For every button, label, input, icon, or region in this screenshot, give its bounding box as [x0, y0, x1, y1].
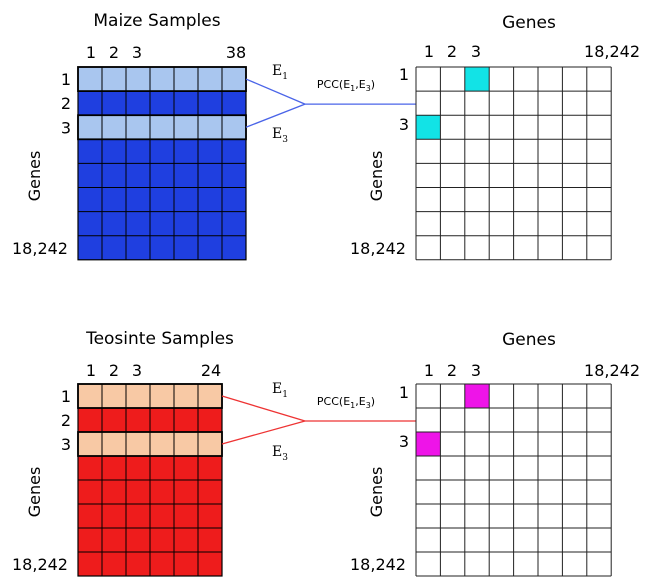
connector-line	[221, 395, 306, 422]
connector-line	[245, 103, 306, 128]
maize-matrix-row-6	[78, 187, 246, 212]
gene-row-end-label: 18,242	[12, 239, 68, 258]
grid-row-label: 1	[399, 383, 409, 402]
matrix-row-axis-label: Genes	[25, 151, 44, 202]
connector-line	[221, 420, 306, 445]
grid-col-label: 1	[424, 361, 434, 380]
maize-matrix-title: Maize Samples	[93, 11, 220, 31]
maize-matrix-row-5	[78, 163, 246, 188]
maize-matrix-row-2	[78, 91, 246, 116]
grid-row-label: 3	[399, 115, 409, 134]
gene-row-label: 2	[61, 411, 71, 430]
vector-label-e3: E3	[272, 444, 288, 463]
grid-col-label: 1	[424, 42, 434, 61]
sample-col-label: 2	[109, 361, 119, 380]
gene-row-label: 3	[61, 435, 71, 454]
sample-col-label: 24	[201, 361, 221, 380]
grid-row-end-label: 18,242	[350, 239, 406, 258]
maize-correlation-matrix	[415, 66, 612, 261]
teosinte-grid-title: Genes	[502, 330, 556, 350]
grid-row-label: 1	[399, 65, 409, 84]
teosinte-matrix-title: Teosinte Samples	[85, 329, 234, 349]
maize-matrix-row-8	[78, 235, 246, 260]
teosinte-expression-matrix	[77, 383, 223, 577]
vector-label-e3: E3	[272, 126, 288, 145]
gene-row-label: 3	[61, 118, 71, 137]
gene-row-end-label: 18,242	[12, 555, 68, 574]
highlighted-cell-e3-e1	[416, 432, 441, 456]
sample-col-label: 1	[86, 43, 96, 62]
grid-col-label: 3	[471, 361, 481, 380]
grid-col-label: 2	[447, 361, 457, 380]
maize-matrix-row-1	[78, 67, 246, 92]
sample-col-label: 1	[86, 361, 96, 380]
maize-expression-matrix	[77, 66, 247, 261]
highlighted-cell-e1-e3	[464, 67, 490, 92]
vector-label-e1: E1	[272, 381, 288, 400]
pcc-label: PCC(E1,E3)	[317, 395, 375, 410]
matrix-row-axis-label: Genes	[25, 467, 44, 518]
gene-row-label: 1	[61, 70, 71, 89]
gene-row-label: 2	[61, 94, 71, 113]
grid-col-label: 3	[471, 42, 481, 61]
maize-matrix-row-4	[78, 139, 246, 164]
sample-col-label: 38	[226, 43, 246, 62]
vector-label-e1: E1	[272, 63, 288, 82]
teosinte-correlation-matrix	[415, 383, 612, 577]
sample-col-label: 2	[109, 43, 119, 62]
grid-row-axis-label: Genes	[367, 151, 386, 202]
sample-col-label: 3	[132, 361, 142, 380]
gene-row-label: 1	[61, 387, 71, 406]
highlighted-cell-e1-e3	[464, 384, 490, 408]
grid-row-axis-label: Genes	[367, 467, 386, 518]
grid-col-label: 2	[447, 42, 457, 61]
maize-matrix-row-7	[78, 211, 246, 236]
grid-col-end-label: 18,242	[584, 42, 640, 61]
highlighted-cell-e3-e1	[416, 115, 441, 140]
pcc-label: PCC(E1,E3)	[317, 78, 375, 93]
grid-col-end-label: 18,242	[584, 361, 640, 380]
grid-row-end-label: 18,242	[350, 555, 406, 574]
maize-matrix-row-3	[78, 115, 246, 140]
grid-row-label: 3	[399, 432, 409, 451]
connector-line	[245, 78, 306, 105]
maize-grid-title: Genes	[502, 13, 556, 33]
sample-col-label: 3	[132, 43, 142, 62]
